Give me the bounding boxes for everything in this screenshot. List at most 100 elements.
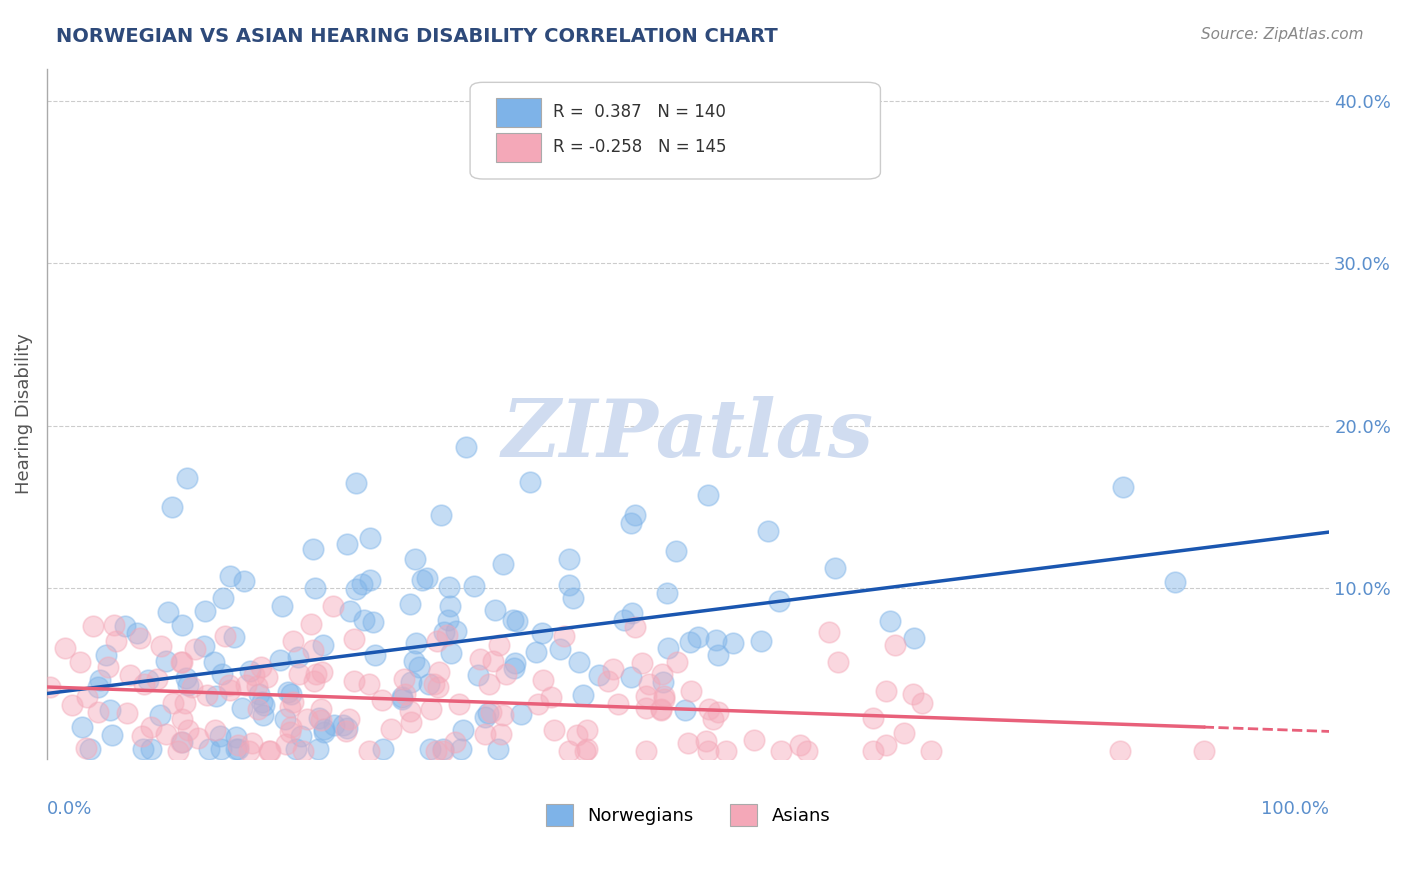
Point	[314, 724, 336, 739]
Point	[553, 629, 575, 643]
Point	[602, 662, 624, 676]
Point	[252, 708, 274, 723]
Point	[474, 727, 496, 741]
Point	[443, 735, 465, 749]
Point	[311, 665, 333, 680]
Point	[408, 660, 430, 674]
Point	[75, 740, 97, 755]
Point	[655, 585, 678, 599]
Point	[620, 606, 643, 620]
Point	[280, 687, 302, 701]
Point	[302, 542, 325, 557]
Point	[437, 581, 460, 595]
Point	[285, 742, 308, 756]
Point	[506, 614, 529, 628]
Point	[749, 634, 772, 648]
Legend: Norwegians, Asians: Norwegians, Asians	[538, 797, 838, 833]
Point	[558, 578, 581, 592]
Point	[344, 582, 367, 596]
Point	[449, 698, 471, 712]
Point	[176, 471, 198, 485]
Point	[222, 630, 245, 644]
Point	[312, 638, 335, 652]
Point	[274, 737, 297, 751]
Point	[502, 613, 524, 627]
Point	[634, 689, 657, 703]
Point	[364, 648, 387, 662]
Point	[176, 678, 198, 692]
Point	[204, 723, 226, 738]
Point	[198, 742, 221, 756]
Point	[650, 703, 672, 717]
Point	[399, 714, 422, 729]
Point	[432, 744, 454, 758]
Point	[361, 615, 384, 630]
Point	[225, 731, 247, 745]
Point	[149, 707, 172, 722]
Point	[218, 682, 240, 697]
Point	[824, 561, 846, 575]
Point	[205, 690, 228, 704]
Point	[893, 725, 915, 739]
Point	[620, 670, 643, 684]
Point	[357, 677, 380, 691]
Point	[391, 690, 413, 704]
Point	[631, 656, 654, 670]
Point	[392, 672, 415, 686]
Point	[287, 666, 309, 681]
Text: R =  0.387   N = 140: R = 0.387 N = 140	[554, 103, 727, 121]
Point	[87, 680, 110, 694]
Point	[427, 680, 450, 694]
Point	[634, 701, 657, 715]
Point	[233, 574, 256, 588]
Point	[1108, 744, 1130, 758]
Point	[650, 702, 672, 716]
Point	[495, 666, 517, 681]
Point	[344, 476, 367, 491]
Point	[429, 508, 451, 522]
Point	[134, 676, 156, 690]
Point	[706, 705, 728, 719]
Point	[697, 744, 720, 758]
Point	[170, 655, 193, 669]
Point	[652, 692, 675, 706]
Point	[38, 680, 60, 694]
Point	[488, 639, 510, 653]
Point	[280, 720, 302, 734]
Point	[174, 697, 197, 711]
Point	[170, 712, 193, 726]
Point	[193, 639, 215, 653]
Point	[543, 723, 565, 738]
Point	[353, 614, 375, 628]
Point	[94, 648, 117, 662]
Point	[218, 678, 240, 692]
Point	[225, 742, 247, 756]
Point	[132, 742, 155, 756]
Point	[468, 652, 491, 666]
Point	[624, 620, 647, 634]
Point	[796, 744, 818, 758]
Point	[510, 706, 533, 721]
Point	[1192, 744, 1215, 758]
Point	[444, 624, 467, 638]
Point	[634, 744, 657, 758]
Point	[309, 702, 332, 716]
Point	[332, 718, 354, 732]
Point	[651, 666, 673, 681]
Point	[686, 630, 709, 644]
Point	[744, 733, 766, 747]
Point	[467, 667, 489, 681]
Point	[481, 654, 503, 668]
Point	[419, 742, 441, 756]
Point	[423, 676, 446, 690]
Point	[104, 633, 127, 648]
Point	[243, 667, 266, 681]
Y-axis label: Hearing Disability: Hearing Disability	[15, 334, 32, 494]
Point	[157, 605, 180, 619]
Point	[474, 710, 496, 724]
Point	[141, 720, 163, 734]
Point	[307, 742, 329, 756]
Point	[82, 618, 104, 632]
Point	[652, 689, 675, 703]
Point	[756, 524, 779, 538]
